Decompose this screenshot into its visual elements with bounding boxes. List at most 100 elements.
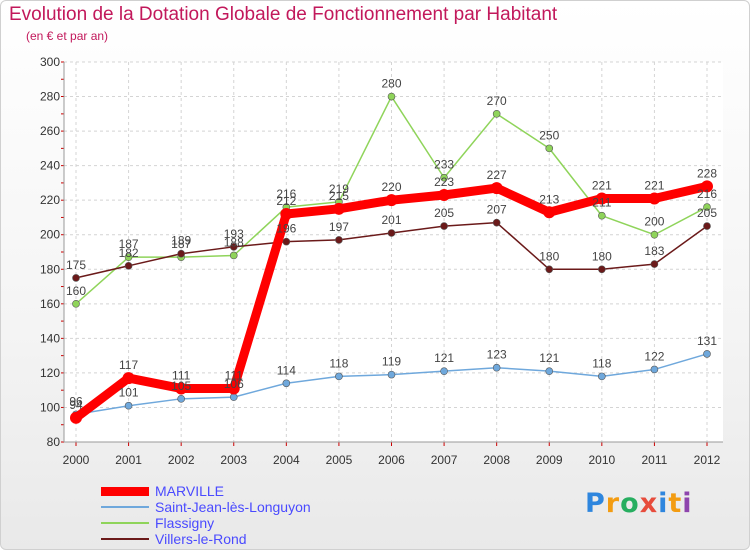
data-label: 105	[171, 379, 191, 393]
data-label: 200	[644, 215, 664, 229]
data-point	[438, 189, 451, 201]
y-tick-label: 300	[40, 55, 60, 69]
y-tick-label: 280	[40, 90, 60, 104]
data-point	[543, 206, 556, 219]
data-point	[545, 144, 554, 153]
data-point	[648, 192, 661, 205]
data-label: 183	[644, 244, 664, 258]
legend-item: Flassigny	[101, 515, 311, 531]
data-label: 205	[434, 206, 454, 220]
data-point	[545, 367, 554, 375]
data-point	[280, 208, 293, 220]
data-label: 212	[276, 194, 296, 208]
data-label: 207	[487, 203, 507, 217]
data-label: 160	[66, 284, 86, 298]
data-point	[177, 249, 185, 258]
y-tick-label: 240	[40, 159, 60, 173]
data-label: 280	[381, 77, 401, 91]
x-tick-label: 2006	[378, 453, 405, 467]
legend-item: Villers-le-Rond	[101, 531, 311, 547]
x-tick-label: 2008	[483, 453, 510, 467]
legend-label: MARVILLE	[155, 483, 224, 499]
y-tick-label: 100	[40, 400, 60, 414]
proxiti-logo: Proxiti	[585, 488, 693, 519]
logo-letter: o	[620, 488, 640, 519]
data-point	[650, 260, 659, 268]
plot-area	[64, 62, 723, 442]
data-label: 119	[382, 355, 401, 369]
data-label: 187	[171, 237, 191, 251]
data-label: 118	[592, 356, 611, 370]
data-label: 233	[434, 158, 454, 172]
data-label: 250	[539, 128, 559, 142]
data-point	[124, 253, 133, 261]
data-point	[598, 372, 606, 381]
data-label: 216	[276, 187, 296, 201]
data-point	[332, 202, 345, 215]
data-point	[175, 382, 188, 395]
data-label: 118	[329, 356, 348, 370]
data-label: 211	[592, 196, 611, 210]
data-label: 220	[381, 180, 401, 194]
y-tick-label: 200	[40, 228, 60, 242]
y-tick-label: 120	[40, 366, 60, 380]
data-point	[70, 411, 82, 424]
data-label: 111	[172, 368, 191, 382]
legend-swatch	[101, 486, 149, 496]
data-label: 131	[697, 334, 717, 348]
data-point	[598, 211, 606, 220]
legend-label: Villers-le-Rond	[155, 531, 247, 547]
data-point	[598, 265, 606, 274]
logo-letter: i	[682, 488, 693, 519]
data-point	[545, 265, 554, 274]
y-tick-label: 220	[40, 193, 60, 207]
legend-item: Saint-Jean-lès-Longuyon	[101, 499, 311, 515]
data-point	[490, 182, 503, 195]
data-label: 121	[539, 351, 559, 365]
data-label: 205	[697, 206, 717, 220]
data-label: 94	[69, 398, 83, 412]
data-label: 193	[224, 227, 244, 241]
x-tick-label: 2001	[115, 453, 142, 467]
data-label: 123	[487, 348, 507, 362]
data-label: 187	[119, 237, 139, 251]
data-label: 221	[644, 178, 664, 192]
data-point	[492, 363, 501, 372]
data-label: 175	[66, 258, 86, 272]
chart-title: Evolution de la Dotation Globale de Fonc…	[9, 4, 558, 25]
data-label: 197	[329, 220, 349, 234]
logo-letter: P	[585, 488, 606, 519]
data-label: 117	[119, 358, 138, 372]
data-point	[72, 274, 80, 282]
logo-letter: r	[605, 488, 621, 519]
data-label: 270	[487, 94, 507, 108]
data-point	[703, 350, 711, 358]
legend: MARVILLE Saint-Jean-lès-Longuyon Flassigny…	[101, 483, 311, 547]
data-point	[387, 92, 396, 101]
logo-letter: t	[668, 488, 683, 519]
data-label: 221	[592, 178, 612, 192]
x-tick-label: 2003	[220, 453, 247, 467]
data-point	[122, 372, 135, 385]
y-tick-label: 260	[40, 124, 60, 138]
logo-letter: i	[658, 488, 669, 519]
data-label: 106	[224, 377, 244, 391]
data-point	[440, 173, 448, 182]
data-point	[650, 365, 659, 374]
data-point	[703, 222, 711, 230]
data-label: 122	[644, 349, 664, 363]
data-label: 227	[487, 168, 507, 182]
x-tick-label: 2007	[431, 453, 458, 467]
data-point	[701, 180, 713, 193]
logo-letter: x	[639, 488, 659, 519]
data-label: 111	[225, 368, 244, 382]
data-label: 189	[171, 234, 191, 248]
data-label: 180	[539, 249, 559, 263]
data-point	[595, 192, 608, 205]
y-tick-label: 180	[40, 262, 60, 276]
data-label: 228	[697, 166, 717, 180]
data-label: 180	[592, 249, 612, 263]
data-label: 223	[434, 175, 454, 189]
